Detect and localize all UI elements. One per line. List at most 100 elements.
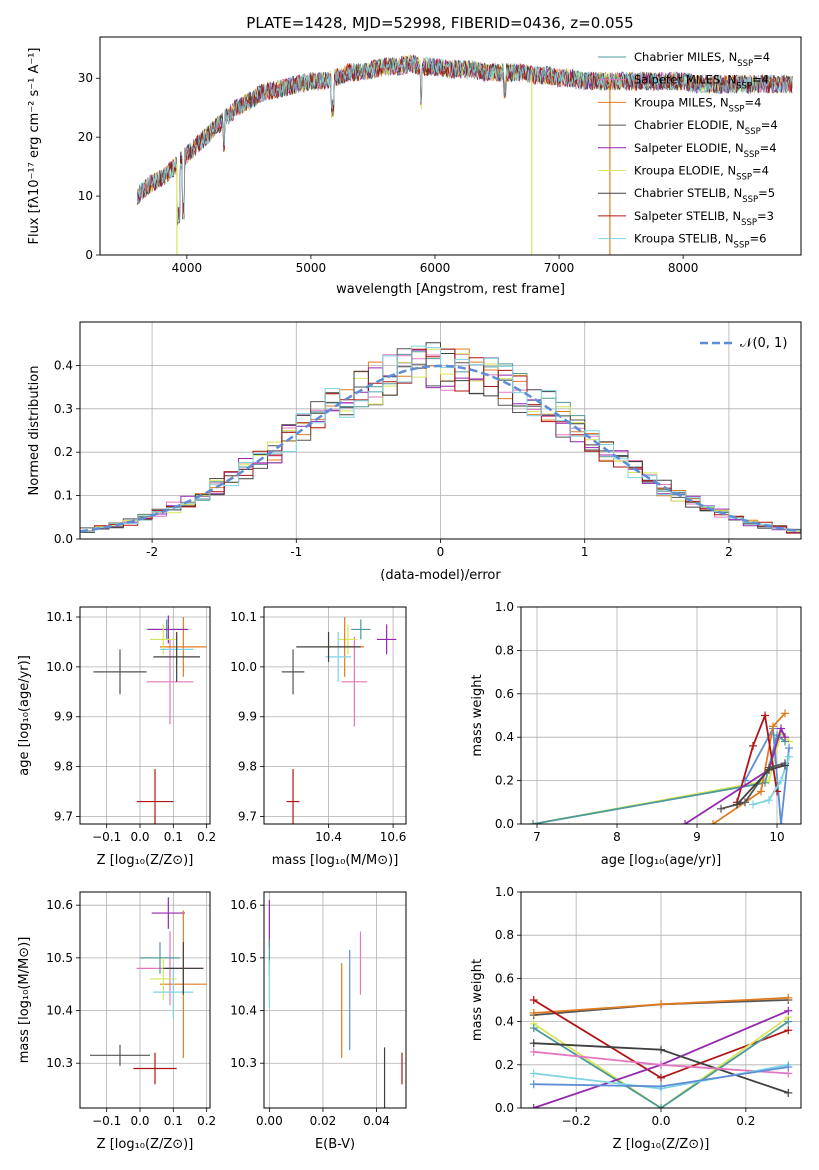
- errorbar-point: [146, 639, 194, 725]
- plot-area: [90, 897, 207, 1085]
- plus-marker: [681, 820, 689, 824]
- plus-marker: [733, 800, 741, 809]
- plus-marker: [529, 1008, 538, 1017]
- x-tick-label: 10: [769, 830, 784, 844]
- axes-frame: [79, 891, 211, 1109]
- y-tick-label: 9.7: [238, 810, 257, 824]
- plus-marker: [529, 1024, 538, 1033]
- x-tick-label: 0.00: [256, 1114, 283, 1128]
- errorbar-point: [151, 897, 185, 929]
- x-tick-label: 0.0: [130, 830, 149, 844]
- plus-marker: [784, 1026, 793, 1035]
- plus-marker: [784, 1062, 793, 1071]
- plot-area: [80, 342, 801, 534]
- plus-marker: [529, 820, 537, 824]
- panel-age-vs-z: −0.1 0.0 0.1 0.2 9.7 9.8 9.9 10.0 10.1 Z [log₁₀(Z…: [17, 606, 216, 868]
- y-tick-label: 1.0: [495, 885, 514, 899]
- legend-entry: 𝒩(0, 1): [740, 336, 787, 351]
- x-tick-label: −0.2: [562, 1114, 591, 1128]
- plus-marker: [749, 800, 757, 809]
- errorbar-point: [133, 1052, 177, 1085]
- errorbar-point: [160, 616, 207, 677]
- plus-marker: [784, 993, 793, 1002]
- weight-series-line: [744, 725, 790, 824]
- panel-weight-vs-age: 7 8 9 10 0.0 0.2 0.4 0.6 0.8 1.0 age [log₁₀(age/yr…: [470, 600, 802, 868]
- panel-weight-vs-z: −0.2 0.0 0.2 0.0 0.2 0.4 0.6 0.8 1.0 Z [log₁₀(Z/Z…: [470, 885, 802, 1152]
- weight-series: [529, 1039, 793, 1097]
- plus-marker: [529, 1039, 538, 1048]
- y-tick-label: 0.3: [54, 402, 73, 416]
- panel-spectrum: 4000 5000 6000 7000 8000 0 10 20 30 Chabrier MILE…: [27, 36, 802, 297]
- y-tick-label: 10.1: [230, 610, 257, 624]
- y-tick-label: 10.0: [46, 660, 73, 674]
- plus-marker: [785, 752, 793, 761]
- x-tick-label: 8000: [668, 261, 699, 275]
- plus-marker: [781, 733, 789, 742]
- y-axis-label: mass weight: [470, 959, 485, 1041]
- y-tick-label: 10.3: [46, 1056, 73, 1070]
- legend-entry: Salpeter MILES, NSSP=4: [634, 73, 769, 92]
- y-tick-label: 10: [78, 189, 93, 203]
- plus-marker: [741, 798, 749, 807]
- y-tick-label: 9.7: [54, 810, 73, 824]
- errorbar-point: [376, 624, 397, 655]
- weight-series-line: [736, 712, 778, 803]
- weight-series-line: [684, 725, 786, 824]
- weight-series: [529, 1062, 793, 1091]
- plus-marker: [769, 722, 777, 731]
- x-tick-label: 5000: [296, 261, 327, 275]
- y-tick-label: 10.3: [230, 1056, 257, 1070]
- y-tick-label: 0.0: [495, 817, 514, 831]
- y-tick-label: 0.6: [495, 687, 514, 701]
- legend: Chabrier MILES, NSSP=4 Salpeter MILES, NS…: [598, 50, 778, 251]
- y-tick-label: 0.0: [495, 1101, 514, 1115]
- y-tick-label: 0.2: [495, 774, 514, 788]
- x-axis-label: (data-model)/error: [380, 568, 501, 583]
- weight-series-line: [532, 733, 786, 824]
- legend-entry: Salpeter STELIB, NSSP=3: [634, 209, 774, 228]
- axes-frame: [79, 606, 211, 825]
- panel-mass-vs-ebv: 0.00 0.02 0.04 10.3 10.4 10.5 10.6 E(B-V): [230, 891, 407, 1152]
- y-axis-label: age [log₁₀(age/yr)]: [17, 655, 32, 776]
- axes-frame: [99, 36, 802, 256]
- y-tick-label: 10.4: [46, 1004, 73, 1018]
- axes-frame: [79, 321, 802, 540]
- x-tick-label: 10.4: [315, 830, 342, 844]
- errorbar-point: [338, 624, 358, 655]
- plot-area: [529, 993, 793, 1108]
- plus-marker: [784, 1006, 793, 1015]
- plus-marker: [717, 804, 725, 813]
- x-tick-label: −0.1: [92, 830, 121, 844]
- x-tick-label: -2: [146, 545, 158, 559]
- legend-entry: Kroupa STELIB, NSSP=6: [634, 232, 766, 251]
- plus-marker: [765, 796, 773, 805]
- y-axis-label: mass [log₁₀(M/M⊙)]: [17, 937, 32, 1064]
- x-tick-label: 0.2: [197, 830, 216, 844]
- legend-entry: Chabrier STELIB, NSSP=5: [634, 186, 775, 205]
- x-tick-label: 7: [533, 830, 541, 844]
- x-tick-label: 0: [437, 545, 445, 559]
- x-tick-label: 4000: [172, 261, 203, 275]
- plus-marker: [777, 776, 785, 785]
- y-tick-label: 0.4: [495, 730, 514, 744]
- legend-entry: Salpeter ELODIE, NSSP=4: [634, 141, 777, 160]
- plus-marker: [657, 1060, 665, 1069]
- panel-mass-vs-z: −0.1 0.0 0.1 0.2 10.3 10.4 10.5 10.6 Z [log₁₀(Z/…: [17, 891, 216, 1152]
- errorbar-point: [90, 1044, 150, 1066]
- weight-series-line: [720, 762, 786, 810]
- weight-series: [529, 1017, 793, 1108]
- x-tick-label: 0.2: [197, 1114, 216, 1128]
- x-tick-label: 0.02: [310, 1114, 337, 1128]
- x-tick-label: 0.04: [363, 1114, 390, 1128]
- plus-marker: [761, 711, 769, 720]
- y-tick-label: 0.4: [495, 1015, 514, 1029]
- legend-entry: Chabrier MILES, NSSP=4: [634, 50, 770, 69]
- x-axis-label: Z [log₁₀(Z/Z⊙)]: [97, 853, 194, 868]
- plus-marker: [781, 709, 789, 718]
- errorbar-point: [325, 631, 352, 682]
- y-tick-label: 10.5: [46, 951, 73, 965]
- errorbar-point: [136, 769, 174, 824]
- y-tick-label: 0.4: [54, 358, 73, 372]
- x-tick-label: 8: [613, 830, 621, 844]
- legend: 𝒩(0, 1): [700, 336, 787, 351]
